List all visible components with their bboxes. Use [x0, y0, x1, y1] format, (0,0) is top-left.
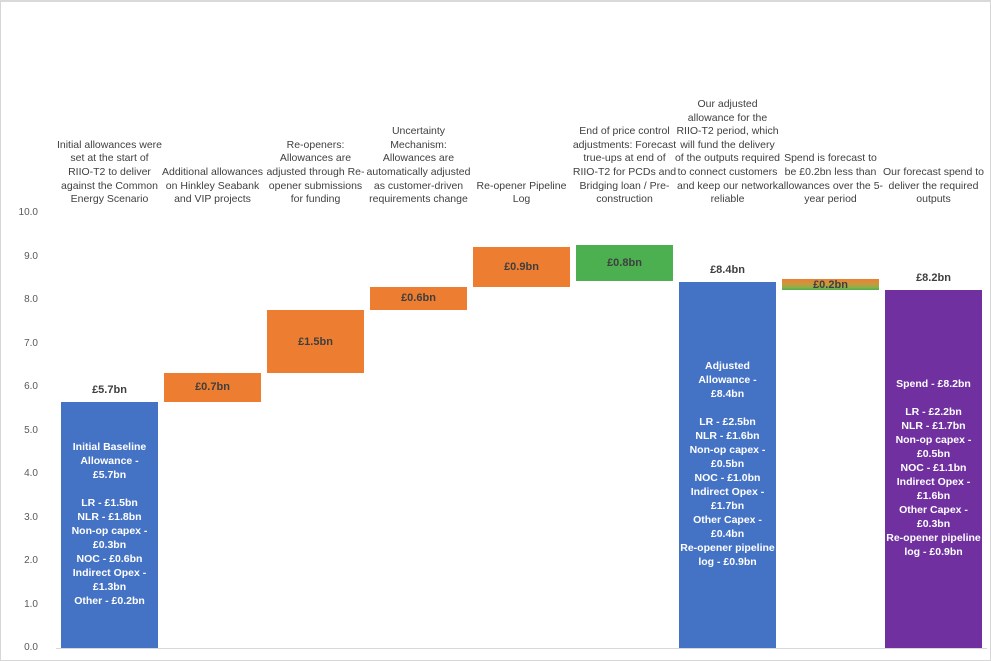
- bar-hinkley-seabank-vip: [164, 373, 261, 402]
- bar-body-text-forecast-spend: Spend - £8.2bn LR - £2.2bn NLR - £1.7bn …: [886, 378, 981, 558]
- y-axis-tick-label: 4.0: [24, 468, 38, 479]
- column-header-initial-baseline-allowance: Initial allowances were set at the start…: [56, 138, 163, 206]
- bar-value-label-forecast-spend: £8.2bn: [916, 271, 951, 284]
- y-axis-tick-label: 7.0: [24, 337, 38, 349]
- bar-adjusted-allowance: Adjusted Allowance - £8.4bn LR - £2.5bn …: [679, 282, 776, 648]
- bar-forecast-spend: Spend - £8.2bn LR - £2.2bn NLR - £1.7bn …: [885, 289, 982, 648]
- column-header-end-of-price-control-adjustments: End of price control adjustments: Foreca…: [572, 125, 677, 206]
- bar-re-openers: [267, 310, 364, 374]
- bar-value-label-spend-vs-allowance-delta: £0.2bn: [813, 278, 848, 291]
- bar-value-label-initial-baseline-allowance: £5.7bn: [92, 383, 127, 396]
- column-header-adjusted-allowance: Our adjusted allowance for the RIIO-T2 p…: [674, 97, 781, 206]
- bar-value-label-end-of-price-control-adjustments: £0.8bn: [607, 257, 642, 270]
- y-axis-tick-label: 10.0: [18, 207, 38, 218]
- bar-initial-baseline-allowance: Initial Baseline Allowance - £5.7bn LR -…: [61, 401, 158, 648]
- bar-re-opener-pipeline-log: [473, 246, 570, 287]
- y-axis-tick-label: 6.0: [24, 381, 38, 392]
- bar-value-label-re-openers: £1.5bn: [298, 335, 333, 348]
- y-axis-tick-label: 0.0: [24, 642, 38, 653]
- x-axis-line: [56, 648, 987, 649]
- column-header-hinkley-seabank-vip: Additional allowances on Hinkley Seabank…: [162, 166, 263, 206]
- y-axis-tick-label: 2.0: [24, 555, 38, 566]
- y-axis-tick-label: 8.0: [24, 294, 38, 305]
- column-header-forecast-spend: Our forecast spend to deliver the requir…: [883, 166, 984, 206]
- bar-value-label-hinkley-seabank-vip: £0.7bn: [195, 381, 230, 394]
- column-header-re-opener-pipeline-log: Re-opener Pipeline Log: [476, 179, 567, 206]
- column-header-re-openers: Re-openers: Allowances are adjusted thro…: [266, 138, 365, 206]
- bar-value-label-uncertainty-mechanism: £0.6bn: [401, 292, 436, 305]
- y-axis-tick-label: 5.0: [24, 424, 38, 436]
- column-header-uncertainty-mechanism: Uncertainty Mechanism: Allowances are au…: [366, 125, 471, 206]
- bar-value-label-adjusted-allowance: £8.4bn: [710, 264, 745, 277]
- bar-end-of-price-control-adjustments: [576, 245, 673, 281]
- y-axis-tick-label: 9.0: [24, 250, 38, 262]
- bar-spend-vs-allowance-delta: [782, 279, 879, 290]
- bar-uncertainty-mechanism: [370, 286, 467, 310]
- bar-value-label-re-opener-pipeline-log: £0.9bn: [504, 260, 539, 273]
- column-header-spend-vs-allowance-delta: Spend is forecast to be £0.2bn less than…: [777, 152, 884, 206]
- bar-body-text-initial-baseline-allowance: Initial Baseline Allowance - £5.7bn LR -…: [71, 441, 148, 607]
- y-axis-tick-label: 3.0: [24, 511, 38, 523]
- y-axis-tick-label: 1.0: [24, 598, 38, 610]
- bar-body-text-adjusted-allowance: Adjusted Allowance - £8.4bn LR - £2.5bn …: [680, 360, 775, 568]
